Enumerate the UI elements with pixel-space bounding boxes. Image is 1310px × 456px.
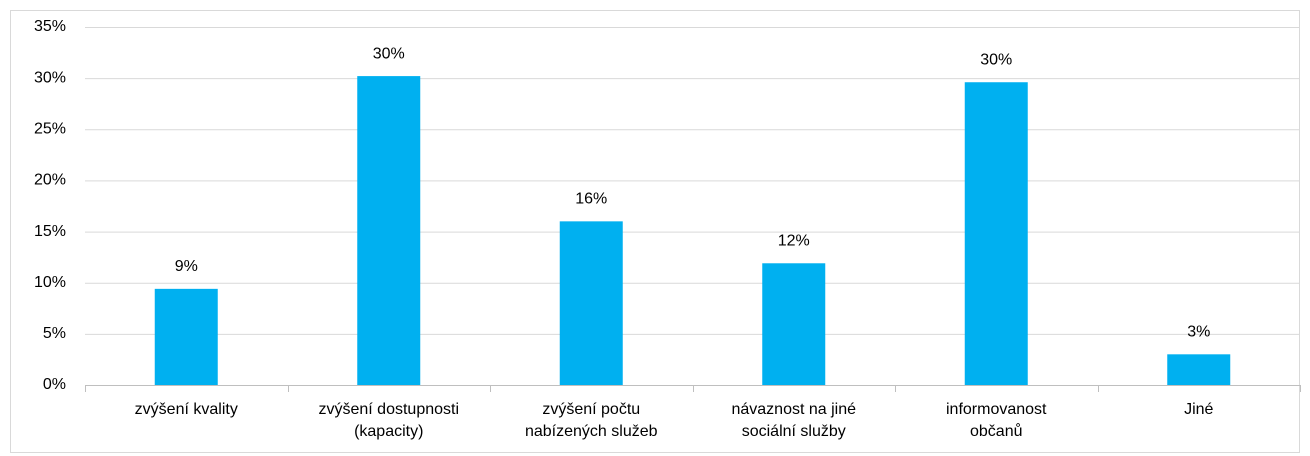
x-tick-label: zvýšení počtu nabízených služeb xyxy=(525,401,658,440)
data-label: 12% xyxy=(778,232,810,249)
y-tick-label: 15% xyxy=(34,223,66,240)
bar xyxy=(762,263,826,385)
x-tick-label-line: zvýšení kvality xyxy=(135,401,238,418)
data-label: 30% xyxy=(373,45,405,62)
y-tick-label: 0% xyxy=(43,376,66,393)
y-tick-label: 25% xyxy=(34,121,66,138)
y-tick-label: 5% xyxy=(43,325,66,342)
bar xyxy=(154,288,218,385)
x-tick-label: zvýšení dostupnosti (kapacity) xyxy=(318,401,459,440)
y-tick-label: 10% xyxy=(34,274,66,291)
chart-border xyxy=(10,10,1300,453)
x-tick-label-line: Jiné xyxy=(1184,401,1213,418)
x-tick-label-line: zvýšení počtu xyxy=(542,401,640,418)
bar xyxy=(559,221,623,385)
x-tick-label-line: informovanost xyxy=(946,401,1047,418)
x-tick-label: zvýšení kvality xyxy=(135,401,238,418)
data-label: 3% xyxy=(1187,324,1210,341)
x-tick-label-line: (kapacity) xyxy=(354,423,423,440)
x-tick-label-line: návaznost na jiné xyxy=(731,401,856,418)
bar xyxy=(357,76,421,386)
x-tick-label: návaznost na jiné sociální služby xyxy=(731,401,856,440)
x-tick-label-line: občanů xyxy=(970,422,1023,440)
y-tick-label: 20% xyxy=(34,172,66,189)
y-tick-label: 30% xyxy=(34,69,66,86)
x-tick-label-line: zvýšení dostupnosti xyxy=(318,401,459,418)
data-label: 30% xyxy=(980,51,1012,68)
x-tick-label: informovanost občanů xyxy=(946,401,1047,440)
data-label: 16% xyxy=(575,191,607,208)
x-tick-label: Jiné xyxy=(1184,401,1213,418)
y-tick-label: 35% xyxy=(34,18,66,35)
bar xyxy=(964,82,1028,385)
x-tick-label-line: nabízených služeb xyxy=(525,423,658,440)
data-label: 9% xyxy=(175,258,198,275)
x-tick-label-line: sociální služby xyxy=(742,423,846,440)
bar xyxy=(1167,354,1231,385)
